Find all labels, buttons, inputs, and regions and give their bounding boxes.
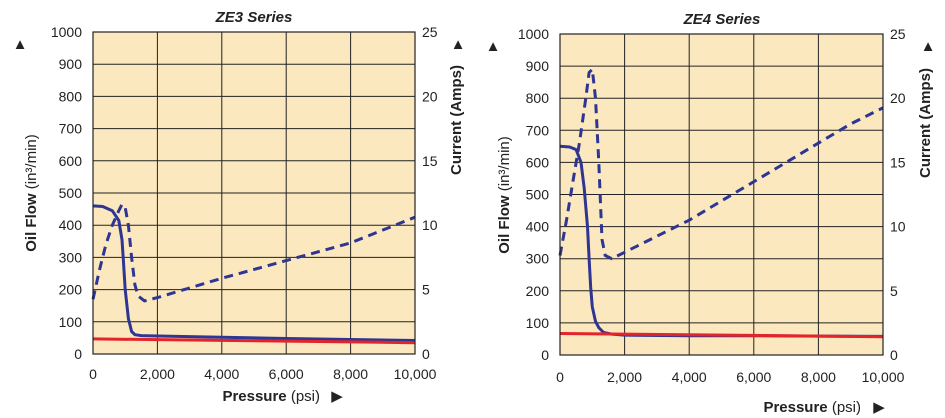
chart-ze4: ZE4 Series 01002003004005006007008009001… bbox=[486, 11, 936, 416]
left-y-tick-label: 300 bbox=[526, 251, 550, 267]
x-axis-label-unit: (psi) bbox=[832, 399, 861, 416]
x-axis-label-bold: Pressure bbox=[763, 399, 827, 416]
right-y-tick-label: 0 bbox=[422, 346, 430, 362]
x-axis-label-unit: (psi) bbox=[291, 388, 320, 405]
left-axis-label: Oil Flow (in³/min) bbox=[496, 136, 513, 254]
plot-frame bbox=[559, 33, 884, 356]
left-y-tick-label: 300 bbox=[59, 249, 83, 265]
right-y-tick-label: 15 bbox=[890, 154, 906, 170]
x-tick-label: 10,000 bbox=[862, 369, 905, 385]
x-tick-labels: 0 2,000 4,000 6,000 8,000 10,000 bbox=[556, 369, 905, 385]
right-axis-arrow-icon: ▲ bbox=[921, 38, 936, 55]
right-axis-label: Current (Amps) bbox=[448, 65, 465, 175]
right-y-tick-label: 10 bbox=[422, 217, 438, 233]
left-y-tick-label: 100 bbox=[59, 314, 83, 330]
right-y-tick-label: 15 bbox=[422, 153, 438, 169]
x-axis-arrow-icon: ▶ bbox=[331, 388, 343, 405]
right-y-tick-labels: 0 5 10 15 20 25 bbox=[890, 26, 906, 363]
left-y-tick-label: 500 bbox=[526, 187, 550, 203]
left-y-tick-label: 0 bbox=[74, 346, 82, 362]
left-y-tick-label: 600 bbox=[59, 153, 83, 169]
x-tick-label: 6,000 bbox=[269, 366, 304, 382]
x-axis-label-bold: Pressure bbox=[222, 388, 286, 405]
x-axis-label: Pressure (psi) bbox=[222, 388, 320, 405]
left-y-tick-label: 0 bbox=[541, 347, 549, 363]
left-y-tick-label: 700 bbox=[59, 121, 83, 137]
left-axis-label-bold: Oil Flow bbox=[23, 193, 40, 252]
left-y-tick-labels: 0 100 200 300 400 500 600 700 800 900 1000 bbox=[518, 26, 549, 363]
left-y-tick-label: 200 bbox=[526, 283, 550, 299]
left-y-tick-label: 900 bbox=[59, 56, 83, 72]
series-lines bbox=[91, 202, 416, 345]
right-y-tick-label: 5 bbox=[890, 283, 898, 299]
series-line-solid bbox=[92, 204, 416, 342]
right-y-tick-label: 10 bbox=[890, 219, 906, 235]
chart-ze3: ZE3 Series 01002003004005006007008009001… bbox=[13, 9, 466, 405]
right-axis-arrow-icon: ▲ bbox=[451, 36, 466, 53]
right-y-tick-label: 0 bbox=[890, 347, 898, 363]
x-tick-label: 6,000 bbox=[736, 369, 771, 385]
x-tick-label: 0 bbox=[556, 369, 564, 385]
right-y-tick-label: 20 bbox=[890, 90, 906, 106]
right-y-tick-label: 25 bbox=[422, 24, 438, 40]
right-axis-label: Current (Amps) bbox=[917, 68, 934, 178]
left-y-tick-label: 800 bbox=[59, 88, 83, 104]
x-tick-labels: 0 2,000 4,000 6,000 8,000 10,000 bbox=[89, 366, 437, 382]
series-line-red bbox=[559, 332, 884, 339]
left-y-tick-label: 200 bbox=[59, 282, 83, 298]
right-axis-label-text: Current (Amps) bbox=[448, 65, 465, 175]
left-y-tick-label: 500 bbox=[59, 185, 83, 201]
left-y-tick-label: 800 bbox=[526, 90, 550, 106]
svg-text:Oil Flow (in³/min): Oil Flow (in³/min) bbox=[23, 134, 40, 252]
left-y-tick-label: 1000 bbox=[51, 24, 82, 40]
plot-frame bbox=[92, 31, 416, 355]
x-axis-arrow-icon: ▶ bbox=[873, 399, 885, 416]
right-y-tick-label: 5 bbox=[422, 282, 430, 298]
x-tick-label: 4,000 bbox=[204, 366, 239, 382]
x-tick-label: 8,000 bbox=[801, 369, 836, 385]
right-y-tick-label: 20 bbox=[422, 88, 438, 104]
left-y-tick-label: 600 bbox=[526, 154, 550, 170]
left-y-tick-label: 100 bbox=[526, 315, 550, 331]
left-y-tick-label: 400 bbox=[59, 217, 83, 233]
left-axis-label-bold: Oil Flow bbox=[496, 195, 513, 254]
x-axis-label: Pressure (psi) bbox=[763, 399, 861, 416]
x-tick-label: 10,000 bbox=[394, 366, 437, 382]
svg-text:Oil Flow (in³/min): Oil Flow (in³/min) bbox=[496, 136, 513, 254]
x-tick-label: 8,000 bbox=[333, 366, 368, 382]
series-lines bbox=[558, 67, 884, 339]
right-y-tick-labels: 0 5 10 15 20 25 bbox=[422, 24, 438, 362]
series-line-dashed bbox=[91, 202, 416, 303]
left-axis-label-unit: (in³/min) bbox=[23, 134, 40, 189]
left-axis-label-unit: (in³/min) bbox=[496, 136, 513, 191]
x-tick-label: 4,000 bbox=[672, 369, 707, 385]
left-y-tick-labels: 0 100 200 300 400 500 600 700 800 900 1000 bbox=[51, 24, 82, 362]
right-axis-label-text: Current (Amps) bbox=[917, 68, 934, 178]
x-tick-label: 0 bbox=[89, 366, 97, 382]
chart-title: ZE3 Series bbox=[215, 9, 293, 26]
series-line-red bbox=[92, 337, 416, 345]
left-axis-label: Oil Flow (in³/min) bbox=[23, 134, 40, 252]
left-y-tick-label: 1000 bbox=[518, 26, 549, 42]
gridlines bbox=[92, 31, 416, 355]
series-line-dashed bbox=[558, 67, 884, 261]
x-tick-label: 2,000 bbox=[607, 369, 642, 385]
left-axis-arrow-icon: ▲ bbox=[486, 38, 501, 55]
x-tick-label: 2,000 bbox=[140, 366, 175, 382]
chart-title: ZE4 Series bbox=[683, 11, 761, 28]
left-axis-arrow-icon: ▲ bbox=[13, 36, 28, 53]
left-y-tick-label: 700 bbox=[526, 122, 550, 138]
left-y-tick-label: 900 bbox=[526, 58, 550, 74]
left-y-tick-label: 400 bbox=[526, 219, 550, 235]
right-y-tick-label: 25 bbox=[890, 26, 906, 42]
